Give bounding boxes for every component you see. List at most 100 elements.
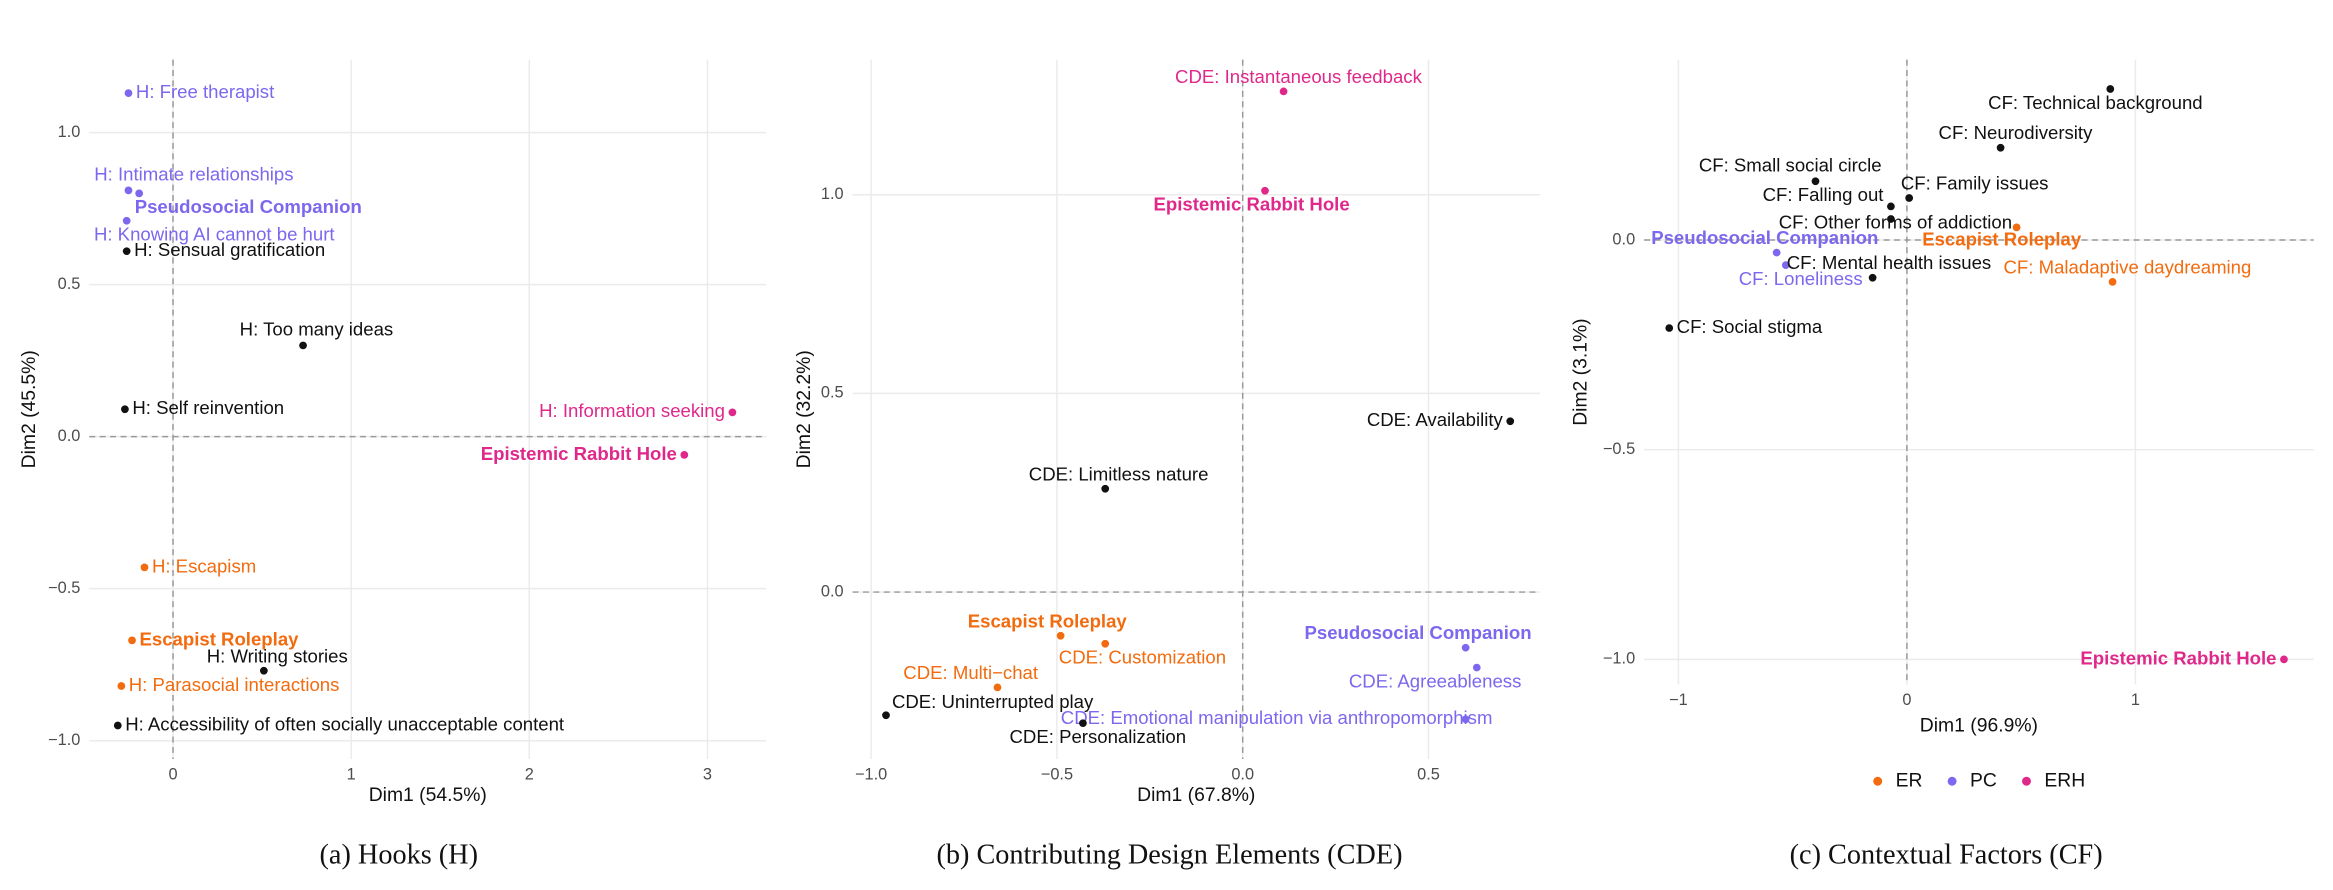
y-tick-label: 0.0 [821,582,844,600]
point-label: CF: Technical background [1988,92,2202,113]
x-tick-label: 0.0 [1231,766,1254,784]
y-axis-title: Dim2 (3.1%) [1570,318,1592,425]
legend-label: ERH [2044,769,2085,791]
x-tick-label: 0 [1902,691,1911,709]
caption: (b) Contributing Design Elements (CDE) [936,840,1402,871]
y-tick-label: 1.0 [821,185,844,203]
x-tick-label: 3 [703,766,712,784]
group-label: Epistemic Rabbit Hole [481,443,677,464]
point [1781,261,1790,270]
point-label: H: Sensual gratification [134,239,325,260]
point-label: CF: Loneliness [1739,268,1863,289]
point-label: CDE: Emotional manipulation via anthropo… [1061,707,1493,728]
y-axis-title: Dim2 (45.5%) [18,350,40,468]
point [1101,484,1110,493]
point [135,189,144,198]
point [2012,223,2021,232]
point-label: CF: Family issues [1901,173,2049,194]
y-tick-label: 0.5 [821,384,844,402]
legend-marker [1873,776,1883,786]
point [1905,194,1914,202]
point [1665,324,1674,332]
point-label: CDE: Uninterrupted play [892,691,1094,712]
caption: (c) Contextual Factors (CF) [1790,840,2103,871]
point-label: H: Too many ideas [240,318,394,339]
point [122,216,131,225]
point [2108,278,2117,286]
point-label: CDE: Multi−chat [903,662,1039,683]
point-label: H: Self reinvention [132,397,284,418]
point-label: CDE: Instantaneous feedback [1175,66,1423,87]
point-label: CF: Maladaptive daydreaming [2004,256,2252,277]
group-label: Epistemic Rabbit Hole [2080,647,2276,668]
point-label: H: Escapism [152,555,256,576]
point-label: CDE: Agreeableness [1349,670,1521,691]
group-label: Pseudosocial Companion [1304,622,1531,643]
point [2280,655,2288,664]
point [113,721,122,730]
point [1868,273,1877,282]
x-tick-label: 1 [347,766,356,784]
x-tick-label: −1.0 [855,766,887,784]
point-label: H: Information seeking [539,400,725,421]
point [1506,417,1515,426]
point [124,186,133,195]
point-label: CF: Social stigma [1677,316,1823,337]
point [680,451,689,459]
point [1101,639,1110,648]
y-tick-label: −1.0 [1603,650,1635,668]
x-tick-label: −1 [1669,691,1688,709]
point-label: CF: Neurodiversity [1939,122,2094,143]
point [1996,143,2005,152]
point [117,682,126,690]
point-label: CDE: Availability [1367,409,1504,430]
point [140,563,149,572]
point [1261,186,1269,195]
y-axis-title: Dim2 (32.2%) [793,350,815,468]
point-label: H: Knowing AI cannot be hurt [94,224,335,245]
group-label: Epistemic Rabbit Hole [1154,194,1350,215]
x-tick-label: 1 [2131,691,2140,709]
point-label: CDE: Customization [1059,647,1226,668]
group-label: Escapist Roleplay [968,610,1128,631]
point [1461,715,1470,724]
y-tick-label: 0.5 [58,275,81,293]
point-label: H: Intimate relationships [94,163,293,184]
x-axis-title: Dim1 (67.8%) [1137,784,1255,806]
y-tick-label: −0.5 [48,579,80,597]
point-label: CF: Other forms of addiction [1779,211,2012,232]
point-label: H: Parasocial interactions [129,674,340,695]
legend-label: PC [1970,769,1997,791]
point-label: CDE: Personalization [1010,726,1187,747]
legend-marker [1947,776,1957,786]
x-axis-title: Dim1 (96.9%) [1920,714,2038,736]
point-label: CF: Small social circle [1699,154,1882,175]
point-label: CF: Mental health issues [1787,252,1991,273]
point [121,405,129,414]
point [993,683,1002,692]
point [1887,215,1895,223]
point [2106,85,2115,93]
point [1056,631,1065,640]
point [1811,177,1820,186]
y-tick-label: 0.0 [1612,230,1635,248]
y-tick-label: 0.0 [58,427,81,445]
point-label: H: Accessibility of often socially unacc… [125,713,565,734]
group-label: Escapist Roleplay [1922,229,2082,250]
point [1079,719,1087,728]
point [128,636,136,645]
point [1887,202,1895,211]
point-label: CDE: Limitless nature [1029,463,1209,484]
group-label: Escapist Roleplay [139,628,299,649]
group-label: Pseudosocial Companion [135,196,362,217]
point-label: CF: Falling out [1763,184,1885,205]
point [1472,663,1481,672]
point [1279,87,1288,96]
y-tick-label: 1.0 [58,123,81,141]
x-axis-title: Dim1 (54.5%) [369,784,487,806]
point [259,666,268,675]
point [728,408,737,417]
x-tick-label: 0 [168,766,177,784]
point [1772,248,1781,257]
